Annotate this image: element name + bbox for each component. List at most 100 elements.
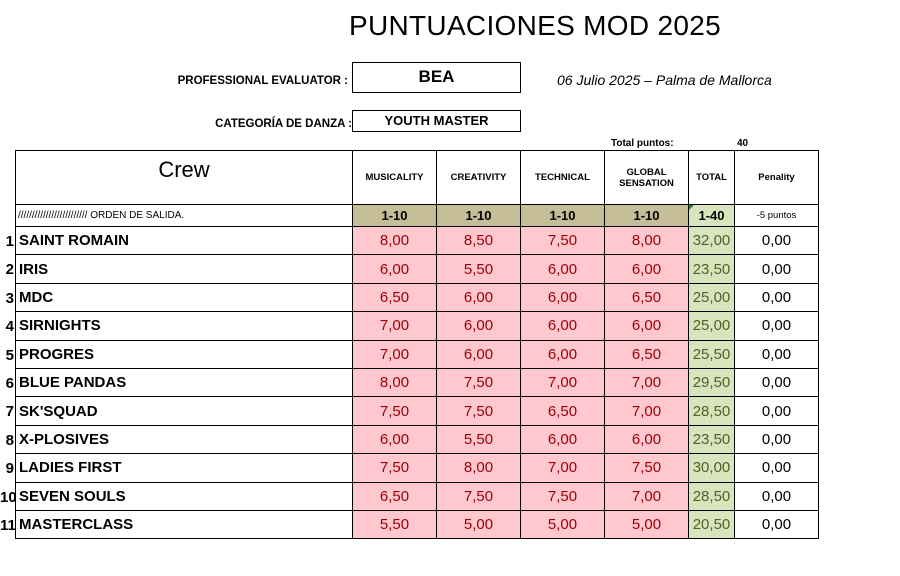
total-score[interactable]: 29,50 [688, 367, 735, 398]
technical-score[interactable]: 7,50 [520, 481, 605, 511]
order-number: 5 [5, 346, 14, 364]
table-row: MASTERCLASS 5,50 5,00 5,00 5,00 20,50 0,00 [15, 509, 819, 540]
crew-name[interactable]: LADIES FIRST [15, 453, 353, 483]
musicality-score[interactable]: 7,50 [352, 396, 437, 426]
crew-name[interactable]: PROGRES [15, 339, 353, 369]
penality-score[interactable]: 0,00 [734, 367, 819, 398]
global-score[interactable]: 5,00 [604, 509, 689, 540]
total-score[interactable]: 28,50 [688, 481, 735, 511]
technical-score[interactable]: 7,00 [520, 453, 605, 483]
total-score[interactable]: 25,00 [688, 282, 735, 313]
technical-score[interactable]: 6,50 [520, 396, 605, 426]
musicality-score[interactable]: 5,50 [352, 509, 437, 540]
global-score[interactable]: 7,00 [604, 481, 689, 511]
technical-score[interactable]: 6,00 [520, 282, 605, 313]
technical-header: TECHNICAL [520, 150, 605, 205]
technical-score[interactable]: 6,00 [520, 254, 605, 284]
evaluator-field[interactable]: BEA [352, 62, 521, 93]
global-score[interactable]: 8,00 [604, 225, 689, 256]
musicality-score[interactable]: 7,50 [352, 453, 437, 483]
category-field[interactable]: YOUTH MASTER [352, 110, 521, 132]
creativity-score[interactable]: 7,50 [436, 396, 521, 426]
global-score[interactable]: 6,00 [604, 254, 689, 284]
crew-name[interactable]: MDC [15, 282, 353, 313]
global-score[interactable]: 6,50 [604, 282, 689, 313]
creativity-score[interactable]: 6,00 [436, 339, 521, 369]
table-row: LADIES FIRST 7,50 8,00 7,00 7,50 30,00 0,00 [15, 453, 819, 483]
technical-score[interactable]: 6,00 [520, 339, 605, 369]
total-score[interactable]: 25,00 [688, 311, 735, 341]
penality-score[interactable]: 0,00 [734, 311, 819, 341]
penality-score[interactable]: 0,00 [734, 339, 819, 369]
penality-header: Penality [734, 150, 819, 205]
crew-name[interactable]: MASTERCLASS [15, 509, 353, 540]
technical-score[interactable]: 6,00 [520, 311, 605, 341]
crew-name[interactable]: IRIS [15, 254, 353, 284]
global-score[interactable]: 7,00 [604, 367, 689, 398]
total-score[interactable]: 20,50 [688, 509, 735, 540]
musicality-score[interactable]: 8,00 [352, 367, 437, 398]
table-row: SAINT ROMAIN 8,00 8,50 7,50 8,00 32,00 0,00 [15, 225, 819, 256]
table-row: IRIS 6,00 5,50 6,00 6,00 23,50 0,00 [15, 254, 819, 284]
scores-table: Crew MUSICALITY CREATIVITY TECHNICAL GLO… [15, 150, 819, 540]
creativity-score[interactable]: 8,50 [436, 225, 521, 256]
technical-score[interactable]: 7,00 [520, 367, 605, 398]
global-score[interactable]: 7,50 [604, 453, 689, 483]
global-score[interactable]: 6,00 [604, 424, 689, 455]
creativity-score[interactable]: 5,50 [436, 424, 521, 455]
order-number: 3 [5, 289, 14, 307]
musicality-range: 1-10 [352, 204, 437, 227]
total-score[interactable]: 28,50 [688, 396, 735, 426]
crew-name[interactable]: BLUE PANDAS [15, 367, 353, 398]
total-score[interactable]: 23,50 [688, 254, 735, 284]
creativity-header: CREATIVITY [436, 150, 521, 205]
order-number: 11 [0, 517, 16, 534]
penality-score[interactable]: 0,00 [734, 481, 819, 511]
musicality-score[interactable]: 7,00 [352, 339, 437, 369]
technical-score[interactable]: 6,00 [520, 424, 605, 455]
table-row: PROGRES 7,00 6,00 6,00 6,50 25,50 0,00 [15, 339, 819, 369]
order-number: 1 [5, 233, 14, 250]
crew-header: Crew [15, 150, 353, 205]
crew-name[interactable]: SEVEN SOULS [15, 481, 353, 511]
musicality-score[interactable]: 8,00 [352, 225, 437, 256]
technical-score[interactable]: 5,00 [520, 509, 605, 540]
musicality-score[interactable]: 6,50 [352, 282, 437, 313]
penality-score[interactable]: 0,00 [734, 282, 819, 313]
total-score[interactable]: 32,00 [688, 225, 735, 256]
total-score[interactable]: 25,50 [688, 339, 735, 369]
table-row: SIRNIGHTS 7,00 6,00 6,00 6,00 25,00 0,00 [15, 311, 819, 341]
order-number: 7 [5, 403, 14, 421]
penality-score[interactable]: 0,00 [734, 509, 819, 540]
crew-name[interactable]: SK'SQUAD [15, 396, 353, 426]
penality-score[interactable]: 0,00 [734, 225, 819, 256]
creativity-score[interactable]: 7,50 [436, 367, 521, 398]
table-row: SK'SQUAD 7,50 7,50 6,50 7,00 28,50 0,00 [15, 396, 819, 426]
musicality-score[interactable]: 6,50 [352, 481, 437, 511]
total-puntos-label: Total puntos: [611, 138, 674, 149]
crew-name[interactable]: SIRNIGHTS [15, 311, 353, 341]
creativity-score[interactable]: 6,00 [436, 282, 521, 313]
global-score[interactable]: 6,50 [604, 339, 689, 369]
total-puntos-value: 40 [737, 138, 749, 149]
penality-score[interactable]: 0,00 [734, 453, 819, 483]
creativity-score[interactable]: 6,00 [436, 311, 521, 341]
creativity-score[interactable]: 5,00 [436, 509, 521, 540]
musicality-score[interactable]: 7,00 [352, 311, 437, 341]
total-score[interactable]: 30,00 [688, 453, 735, 483]
creativity-score[interactable]: 7,50 [436, 481, 521, 511]
crew-name[interactable]: X-PLOSIVES [15, 424, 353, 455]
penality-score[interactable]: 0,00 [734, 424, 819, 455]
musicality-score[interactable]: 6,00 [352, 254, 437, 284]
musicality-score[interactable]: 6,00 [352, 424, 437, 455]
creativity-score[interactable]: 5,50 [436, 254, 521, 284]
penality-score[interactable]: 0,00 [734, 396, 819, 426]
global-score[interactable]: 6,00 [604, 311, 689, 341]
technical-score[interactable]: 7,50 [520, 225, 605, 256]
penality-score[interactable]: 0,00 [734, 254, 819, 284]
total-score[interactable]: 23,50 [688, 424, 735, 455]
creativity-score[interactable]: 8,00 [436, 453, 521, 483]
order-number: 8 [5, 431, 14, 449]
global-score[interactable]: 7,00 [604, 396, 689, 426]
crew-name[interactable]: SAINT ROMAIN [15, 225, 353, 256]
